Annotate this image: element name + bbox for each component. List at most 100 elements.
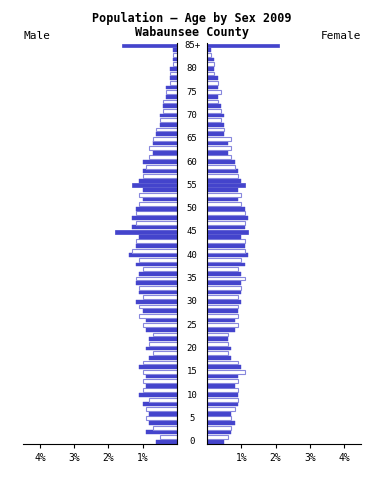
Bar bbox=[139, 258, 177, 262]
Bar bbox=[160, 118, 177, 122]
Text: 85+: 85+ bbox=[184, 41, 200, 50]
Bar bbox=[207, 179, 242, 182]
Bar bbox=[207, 44, 279, 48]
Bar bbox=[142, 323, 177, 327]
Text: 15: 15 bbox=[187, 367, 197, 376]
Bar bbox=[142, 160, 177, 164]
Text: 55: 55 bbox=[187, 181, 197, 190]
Bar bbox=[207, 174, 238, 178]
Bar bbox=[166, 95, 177, 99]
Bar bbox=[207, 197, 238, 201]
Bar bbox=[207, 240, 245, 243]
Text: 65: 65 bbox=[187, 134, 197, 143]
Bar bbox=[146, 384, 177, 388]
Bar bbox=[207, 407, 235, 411]
Bar bbox=[207, 48, 211, 52]
Bar bbox=[153, 351, 177, 355]
Bar bbox=[207, 128, 224, 132]
Bar bbox=[207, 95, 218, 99]
Bar bbox=[207, 76, 218, 80]
Bar bbox=[139, 305, 177, 309]
Bar bbox=[139, 314, 177, 318]
Bar bbox=[207, 356, 231, 360]
Bar bbox=[139, 290, 177, 294]
Bar bbox=[149, 398, 177, 402]
Bar bbox=[136, 300, 177, 304]
Bar bbox=[207, 99, 218, 103]
Bar bbox=[207, 337, 228, 341]
Bar bbox=[149, 337, 177, 341]
Bar bbox=[207, 137, 231, 141]
Bar bbox=[149, 421, 177, 425]
Bar bbox=[142, 360, 177, 364]
Bar bbox=[146, 165, 177, 168]
Bar bbox=[207, 365, 242, 369]
Bar bbox=[142, 174, 177, 178]
Bar bbox=[207, 258, 242, 262]
Bar bbox=[207, 244, 245, 248]
Bar bbox=[153, 333, 177, 336]
Text: 0: 0 bbox=[189, 437, 195, 446]
Bar bbox=[207, 295, 238, 299]
Bar bbox=[207, 62, 214, 66]
Bar bbox=[142, 295, 177, 299]
Bar bbox=[207, 384, 235, 388]
Bar bbox=[207, 226, 245, 229]
Bar bbox=[207, 347, 231, 350]
Bar bbox=[207, 305, 238, 309]
Bar bbox=[160, 435, 177, 439]
Bar bbox=[146, 417, 177, 420]
Bar bbox=[149, 412, 177, 416]
Bar bbox=[207, 188, 238, 192]
Text: 75: 75 bbox=[187, 88, 197, 96]
Bar bbox=[207, 123, 224, 127]
Bar bbox=[207, 319, 235, 323]
Bar bbox=[207, 156, 231, 159]
Bar bbox=[207, 374, 238, 378]
Bar bbox=[207, 249, 245, 252]
Bar bbox=[207, 421, 235, 425]
Bar bbox=[207, 183, 245, 187]
Bar bbox=[139, 235, 177, 239]
Bar bbox=[207, 431, 231, 434]
Bar bbox=[149, 156, 177, 159]
Bar bbox=[207, 109, 221, 113]
Bar bbox=[207, 104, 221, 108]
Bar bbox=[207, 235, 242, 239]
Bar bbox=[207, 221, 245, 225]
Bar bbox=[207, 211, 245, 215]
Text: 50: 50 bbox=[187, 204, 197, 213]
Bar bbox=[170, 76, 177, 80]
Bar bbox=[207, 53, 211, 57]
Bar bbox=[207, 202, 242, 206]
Bar bbox=[146, 319, 177, 323]
Bar bbox=[153, 151, 177, 155]
Bar bbox=[139, 393, 177, 397]
Text: Male: Male bbox=[23, 31, 50, 41]
Bar bbox=[132, 226, 177, 229]
Bar bbox=[207, 160, 235, 164]
Bar bbox=[122, 44, 177, 48]
Bar bbox=[139, 365, 177, 369]
Bar bbox=[207, 132, 224, 136]
Bar bbox=[142, 267, 177, 271]
Bar bbox=[173, 53, 177, 57]
Bar bbox=[129, 253, 177, 257]
Bar bbox=[149, 356, 177, 360]
Bar bbox=[207, 216, 248, 220]
Bar bbox=[142, 197, 177, 201]
Bar bbox=[207, 58, 214, 61]
Bar bbox=[207, 351, 228, 355]
Bar bbox=[207, 81, 218, 85]
Text: 30: 30 bbox=[187, 297, 197, 306]
Bar bbox=[139, 202, 177, 206]
Bar bbox=[163, 104, 177, 108]
Bar bbox=[142, 370, 177, 373]
Bar bbox=[207, 72, 214, 75]
Text: 70: 70 bbox=[187, 111, 197, 120]
Bar bbox=[166, 90, 177, 94]
Text: 25: 25 bbox=[187, 321, 197, 330]
Bar bbox=[136, 263, 177, 266]
Bar bbox=[207, 169, 238, 173]
Bar bbox=[207, 290, 242, 294]
